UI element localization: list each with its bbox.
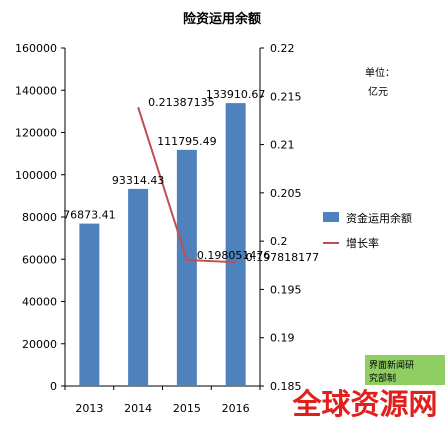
right-tick-label: 0.205 bbox=[270, 187, 302, 200]
bar bbox=[226, 103, 246, 386]
x-tick-label: 2016 bbox=[222, 402, 250, 415]
left-tick-label: 40000 bbox=[22, 296, 57, 309]
right-tick-label: 0.195 bbox=[270, 283, 302, 296]
legend-label-bar: 资金运用余额 bbox=[346, 211, 412, 225]
x-tick-label: 2014 bbox=[124, 402, 152, 415]
right-tick-label: 0.21 bbox=[270, 139, 295, 152]
legend: 资金运用余额 增长率 bbox=[323, 211, 412, 250]
left-tick-label: 100000 bbox=[15, 169, 57, 182]
bar bbox=[79, 224, 99, 386]
source-text-line1: 界面新闻研 bbox=[369, 359, 414, 371]
unit-label: 单位： bbox=[365, 66, 395, 79]
bar-value-label: 93314.43 bbox=[112, 174, 165, 187]
right-tick-label: 0.2 bbox=[270, 235, 288, 248]
left-tick-label: 60000 bbox=[22, 253, 57, 266]
left-tick-label: 160000 bbox=[15, 42, 57, 55]
left-tick-label: 20000 bbox=[22, 338, 57, 351]
bar-value-label: 111795.49 bbox=[157, 135, 217, 148]
x-tick-label: 2013 bbox=[75, 402, 103, 415]
right-tick-label: 0.22 bbox=[270, 42, 295, 55]
bar-value-label: 133910.67 bbox=[206, 88, 266, 101]
x-tick-label: 2015 bbox=[173, 402, 201, 415]
legend-swatch-bar bbox=[323, 212, 339, 222]
left-tick-label: 120000 bbox=[15, 127, 57, 140]
legend-label-line: 增长率 bbox=[346, 236, 379, 250]
right-tick-label: 0.215 bbox=[270, 90, 302, 103]
source-text-line2: 究部制 bbox=[369, 372, 396, 384]
line-value-label: 0.197818177 bbox=[246, 251, 319, 264]
left-tick-label: 140000 bbox=[15, 84, 57, 97]
line-value-label: 0.21387135 bbox=[148, 96, 214, 109]
bar bbox=[177, 150, 197, 386]
left-tick-label: 0 bbox=[50, 380, 57, 393]
brand-watermark: 全球资源网 bbox=[291, 387, 437, 421]
chart-title: 险资运用余额 bbox=[183, 11, 261, 27]
bar bbox=[128, 189, 148, 386]
source-watermark: 界面新闻研 究部制 全球资源网 bbox=[291, 355, 445, 421]
unit-value: 亿元 bbox=[368, 85, 388, 98]
right-tick-label: 0.19 bbox=[270, 332, 295, 345]
bar-value-label: 76873.41 bbox=[63, 209, 116, 222]
left-tick-label: 80000 bbox=[22, 211, 57, 224]
